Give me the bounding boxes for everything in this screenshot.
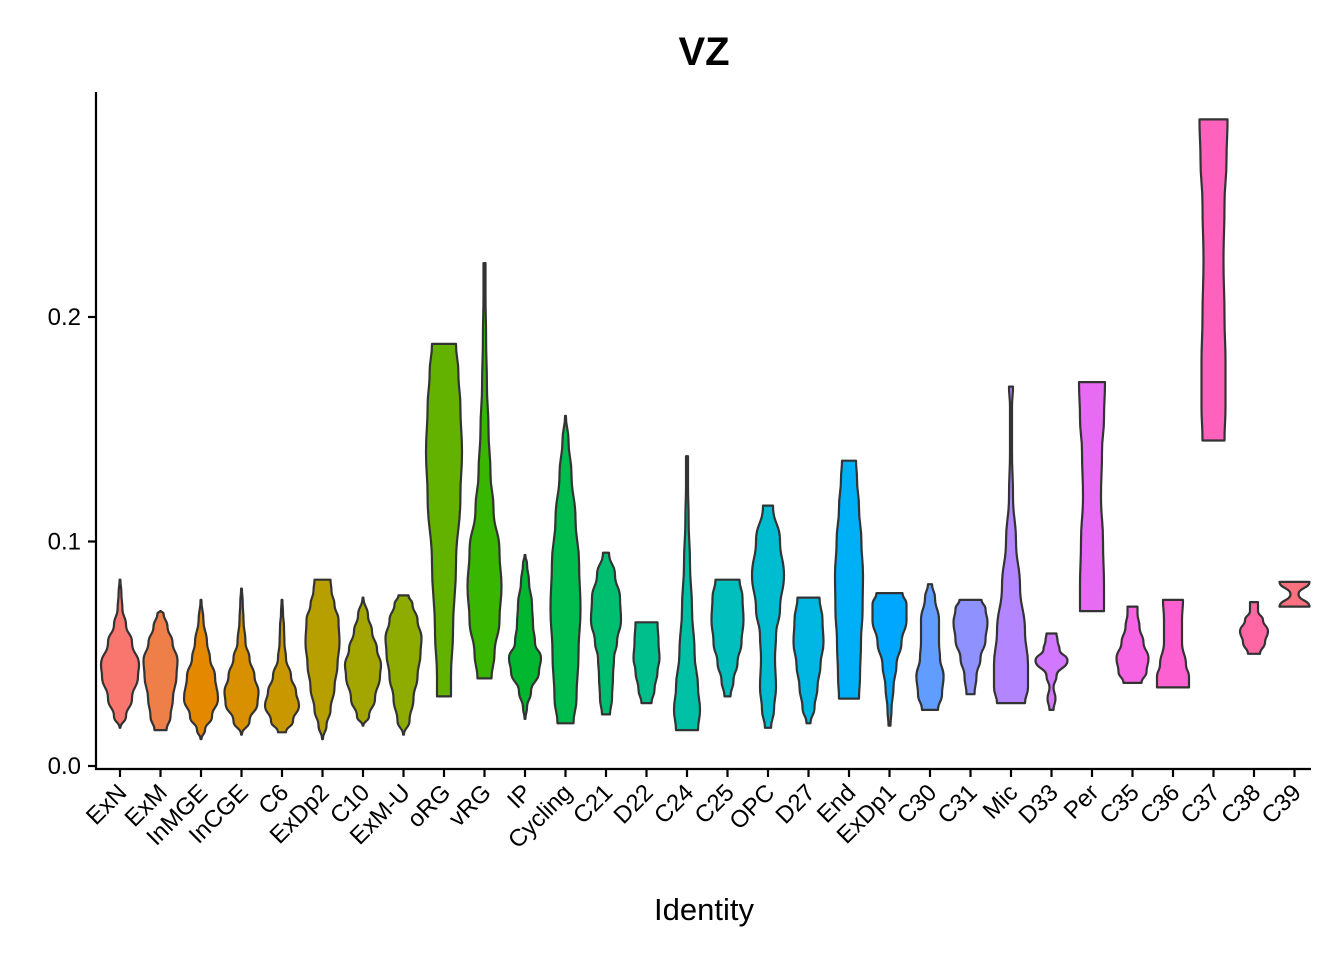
x-tick-label: C36 — [1135, 779, 1185, 829]
x-tick-label: C37 — [1176, 779, 1226, 829]
x-tick-label: oRG — [402, 779, 456, 833]
violin-mic — [992, 385, 1030, 705]
violin-c24 — [672, 455, 702, 732]
violin-d27 — [792, 596, 825, 725]
x-tick-label: ExN — [81, 779, 132, 830]
violin-c25 — [710, 578, 745, 698]
y-tick-label: 0.1 — [48, 529, 81, 556]
violin-ip — [507, 553, 543, 720]
violin-c38 — [1238, 601, 1270, 655]
violin-c35 — [1115, 605, 1150, 684]
x-tick-label: Mic — [978, 779, 1023, 824]
violin-c39 — [1278, 580, 1311, 608]
violin-c10 — [343, 596, 383, 727]
x-tick-label: Per — [1059, 779, 1105, 825]
x-tick-label: C30 — [892, 779, 942, 829]
violin-c37 — [1198, 118, 1229, 442]
violin-end — [833, 459, 865, 700]
x-tick-label: C38 — [1216, 779, 1266, 829]
violin-exn — [99, 578, 141, 729]
y-tick-label: 0.2 — [48, 304, 81, 331]
violin-exdp1 — [871, 592, 908, 727]
violin-org — [424, 342, 464, 698]
x-tick-label: D22 — [609, 779, 659, 829]
violin-cycling — [549, 414, 582, 725]
violin-exdp2 — [304, 578, 341, 741]
x-tick-label: C24 — [649, 779, 699, 829]
chart-title: VZ — [678, 30, 729, 74]
violin-d22 — [632, 621, 661, 705]
x-axis-title: Identity — [654, 892, 754, 927]
violin-exm-u — [384, 594, 423, 736]
violin-vrg — [466, 262, 503, 680]
violin-c21 — [589, 551, 623, 716]
y-tick-label: 0.0 — [48, 753, 81, 780]
y-ticks: 0.0 0.1 0.2 — [48, 304, 96, 780]
x-tick-label: D33 — [1014, 779, 1064, 829]
x-tick-label: OPC — [724, 779, 780, 835]
x-tick-label: C39 — [1257, 779, 1307, 829]
violin-c6 — [263, 598, 301, 734]
x-tick-label: C21 — [568, 779, 618, 829]
violin-c36 — [1155, 598, 1191, 689]
x-tick-label: C31 — [933, 779, 983, 829]
x-tick-label: vRG — [444, 779, 497, 832]
violin-per — [1077, 381, 1107, 613]
violins — [99, 118, 1311, 741]
violin-incge — [223, 587, 260, 736]
x-tick-label: D27 — [771, 779, 821, 829]
violin-exm — [142, 610, 179, 732]
violin-inmge — [182, 598, 220, 741]
violin-c31 — [952, 598, 989, 696]
violin-c30 — [915, 583, 945, 711]
x-tick-label: C35 — [1095, 779, 1145, 829]
violin-opc — [750, 504, 786, 729]
violin-d33 — [1034, 632, 1069, 711]
